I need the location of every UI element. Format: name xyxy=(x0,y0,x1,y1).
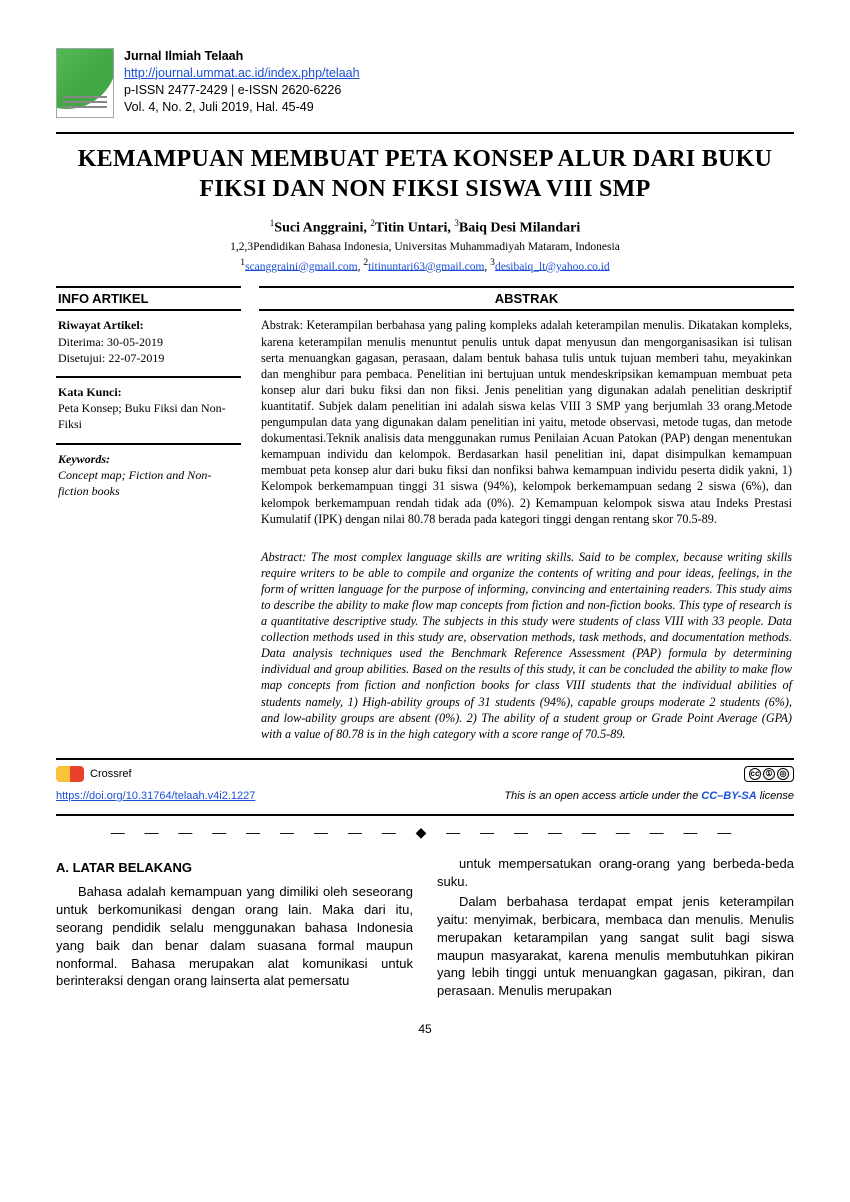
authors-line: 1Suci Anggraini, 2Titin Untari, 3Baiq De… xyxy=(56,218,794,237)
rule-meta-bot xyxy=(56,814,794,816)
crossref-label: Crossref xyxy=(90,768,132,780)
crossref-block: Crossref xyxy=(56,766,132,782)
para-3: Dalam berbahasa terdapat empat jenis ket… xyxy=(437,893,794,1001)
affiliation: 1,2,3Pendidikan Bahasa Indonesia, Univer… xyxy=(56,241,794,253)
license-text: This is an open access article under the… xyxy=(504,790,794,802)
email-2[interactable]: titinuntari63@gmail.com xyxy=(368,260,484,272)
crossref-icon xyxy=(56,766,84,782)
rule-top xyxy=(56,132,794,134)
info-column: INFO ARTIKEL Riwayat Artikel: Diterima: … xyxy=(56,286,241,747)
page-number: 45 xyxy=(56,1022,794,1036)
email-1[interactable]: scanggraini@gmail.com xyxy=(245,260,357,272)
doi-license-row: Crossref cc①◎ xyxy=(56,764,794,788)
journal-logo xyxy=(56,48,114,118)
email-3[interactable]: desibaiq_lt@yahoo.co.id xyxy=(495,260,610,272)
article-title: KEMAMPUAN MEMBUAT PETA KONSEP ALUR DARI … xyxy=(56,144,794,204)
cc-badge-wrap: cc①◎ xyxy=(744,766,794,782)
emails-line: 1scanggraini@gmail.com, 2titinuntari63@g… xyxy=(56,257,794,273)
abstrak-head: ABSTRAK xyxy=(259,286,794,311)
riwayat-block: Riwayat Artikel: Diterima: 30-05-2019 Di… xyxy=(56,311,241,378)
doi-link[interactable]: https://doi.org/10.31764/telaah.v4i2.122… xyxy=(56,790,255,802)
kata-kunci-block: Kata Kunci: Peta Konsep; Buku Fiksi dan … xyxy=(56,378,241,445)
doi-license-row-2: https://doi.org/10.31764/telaah.v4i2.122… xyxy=(56,788,794,808)
section-divider: — — — — — — — — — ◆ — — — — — — — — — xyxy=(56,824,794,841)
abstract-column: ABSTRAK Abstrak: Keterampilan berbahasa … xyxy=(259,286,794,747)
info-abstract-row: INFO ARTIKEL Riwayat Artikel: Diterima: … xyxy=(56,286,794,747)
journal-url-link[interactable]: http://journal.ummat.ac.id/index.php/tel… xyxy=(124,66,360,80)
body-columns: A. LATAR BELAKANG Bahasa adalah kemampua… xyxy=(56,855,794,1001)
para-2: untuk mempersatukan orang-orang yang ber… xyxy=(437,855,794,891)
vol-line: Vol. 4, No. 2, Juli 2019, Hal. 45-49 xyxy=(124,99,360,116)
abstract-id: Abstrak: Keterampilan berbahasa yang pal… xyxy=(259,311,794,532)
journal-meta: Jurnal Ilmiah Telaah http://journal.umma… xyxy=(124,48,360,118)
keywords-block: Keywords: Concept map; Fiction and Non-f… xyxy=(56,445,241,510)
para-1: Bahasa adalah kemampuan yang dimiliki ol… xyxy=(56,883,413,991)
info-head: INFO ARTIKEL xyxy=(56,286,241,311)
rule-meta-top xyxy=(56,758,794,760)
abstract-en: Abstract: The most complex language skil… xyxy=(259,543,794,748)
journal-name: Jurnal Ilmiah Telaah xyxy=(124,48,360,65)
journal-header: Jurnal Ilmiah Telaah http://journal.umma… xyxy=(56,48,794,118)
cc-badge: cc①◎ xyxy=(744,766,794,782)
section-a-heading: A. LATAR BELAKANG xyxy=(56,859,413,877)
issn-line: p-ISSN 2477-2429 | e-ISSN 2620-6226 xyxy=(124,82,360,99)
